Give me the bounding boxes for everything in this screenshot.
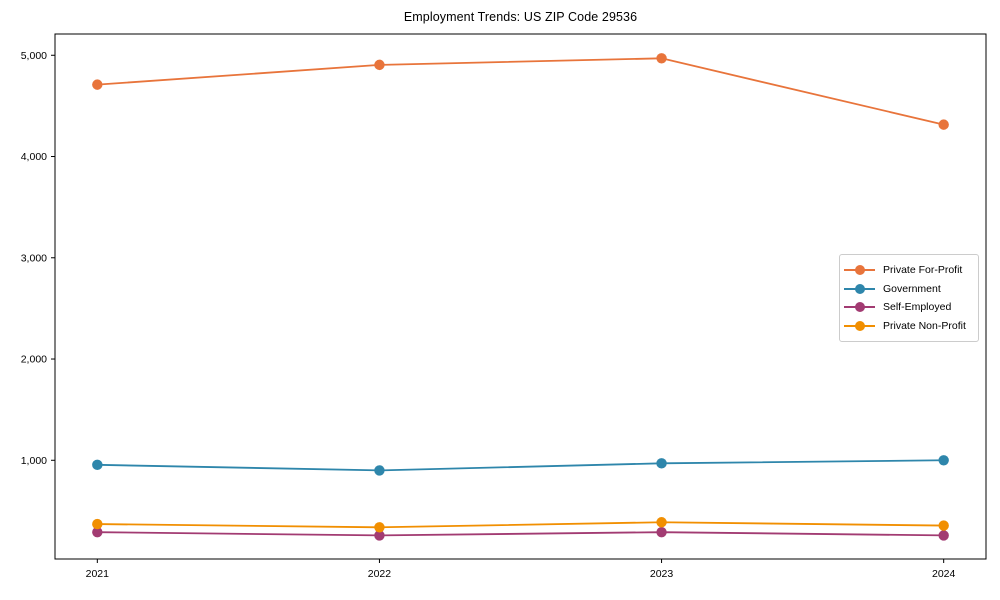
- data-point-self-employed-2023: [656, 526, 667, 538]
- legend-line-marker-icon: [844, 321, 875, 332]
- data-point-private-non-profit-2022: [374, 522, 385, 533]
- series-line-private-for-profit: [97, 57, 944, 126]
- x-tick-label-2021: 2021: [86, 568, 110, 580]
- data-point-private-non-profit-2024: [938, 520, 949, 531]
- y-tick-label-3000: 3,000: [21, 252, 47, 264]
- legend-item-private-non-profit: Private Non-Profit: [844, 319, 972, 333]
- data-point-self-employed-2021: [92, 526, 103, 538]
- data-point-private-for-profit-2022: [374, 59, 385, 71]
- y-tick-label-2000: 2,000: [21, 354, 47, 366]
- data-point-private-non-profit-2023: [656, 517, 667, 528]
- legend-item-government: Government: [844, 282, 972, 296]
- y-tick-label-1000: 1,000: [21, 455, 47, 467]
- legend-label-private-non-profit: Private Non-Profit: [883, 320, 966, 333]
- y-tick-label-5000: 5,000: [21, 50, 47, 62]
- data-point-private-for-profit-2024: [938, 119, 949, 130]
- data-point-private-for-profit-2023: [656, 53, 667, 64]
- legend-label-government: Government: [883, 282, 941, 295]
- data-point-government-2022: [374, 465, 385, 476]
- legend-label-self-employed: Self-Employed: [883, 301, 952, 314]
- y-tick-label-4000: 4,000: [21, 151, 47, 163]
- series-line-government: [97, 459, 944, 472]
- legend-line-marker-icon: [844, 264, 875, 275]
- series-line-self-employed: [97, 531, 944, 537]
- legend-line-marker-icon: [844, 283, 875, 294]
- data-point-government-2024: [938, 455, 949, 466]
- data-point-private-non-profit-2021: [92, 518, 103, 530]
- x-tick-label-2023: 2023: [650, 568, 674, 580]
- data-point-self-employed-2022: [374, 530, 385, 541]
- series-line-private-non-profit: [97, 521, 944, 529]
- data-point-government-2021: [92, 459, 103, 471]
- legend: Private For-Profit Government Self-Employe…: [839, 254, 979, 342]
- legend-label-private-for-profit: Private For-Profit: [883, 263, 963, 276]
- x-tick-label-2022: 2022: [368, 568, 392, 580]
- x-tick-label-2024: 2024: [932, 568, 956, 580]
- legend-line-marker-icon: [844, 302, 875, 313]
- plot-border: [54, 33, 987, 560]
- data-point-government-2023: [656, 458, 667, 469]
- data-point-private-for-profit-2021: [92, 79, 103, 90]
- data-point-self-employed-2024: [938, 530, 949, 541]
- legend-item-private-for-profit: Private For-Profit: [844, 263, 972, 277]
- legend-item-self-employed: Self-Employed: [844, 300, 972, 314]
- chart-title: Employment Trends: US ZIP Code 29536: [403, 10, 638, 24]
